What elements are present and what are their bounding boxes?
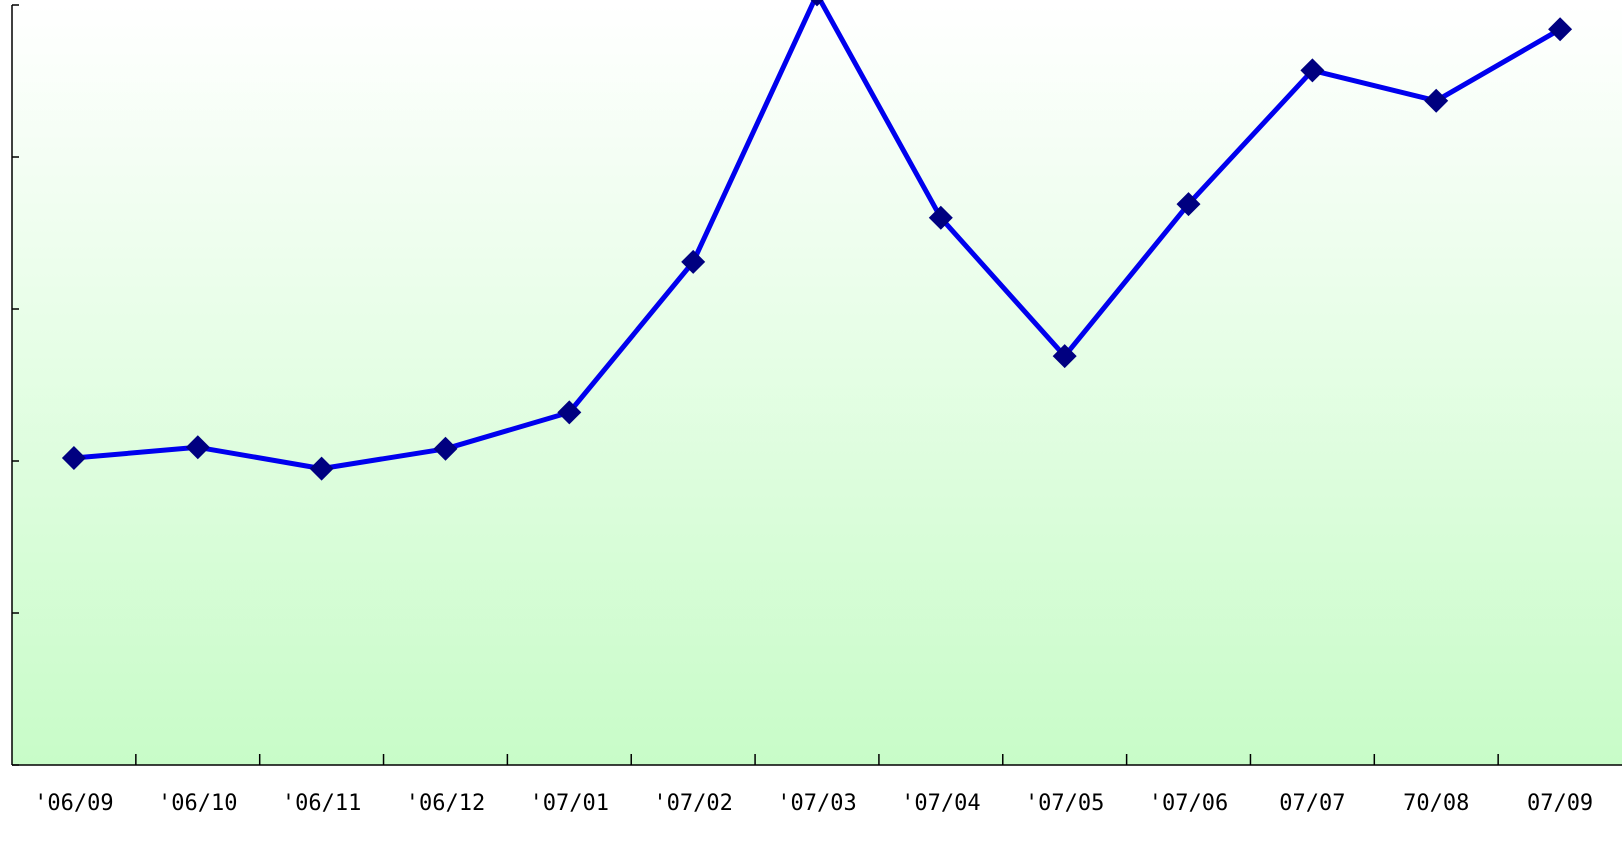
x-tick-label: '07/03: [777, 791, 856, 816]
data-point-marker: [61, 446, 86, 470]
x-tick-label: '06/10: [158, 791, 237, 816]
x-tick-label: '07/01: [530, 791, 609, 816]
data-point-marker: [309, 456, 334, 481]
data-point-marker: [185, 435, 210, 460]
y-ticks: [12, 4, 19, 766]
data-point-marker: [928, 205, 953, 230]
data-point-marker: [557, 400, 582, 425]
data-point-marker: [1176, 192, 1201, 217]
x-tick-label: '07/02: [653, 791, 732, 816]
x-tick-labels: '06/09 '06/10 '06/11 '06/12 '07/01 '07/02 '07/…: [34, 791, 1593, 816]
x-tick-label: 07/09: [1527, 791, 1593, 816]
data-point-marker: [1548, 17, 1573, 42]
data-point-marker: [1424, 88, 1449, 113]
x-tick-label: '06/11: [282, 791, 361, 816]
series-markers: [61, 0, 1573, 481]
data-point-marker: [681, 249, 706, 274]
x-ticks: [135, 754, 1499, 765]
x-tick-label: '07/06: [1149, 791, 1228, 816]
x-tick-label: '06/09: [34, 791, 113, 816]
plot-background: [12, 5, 1622, 765]
data-point-marker: [433, 436, 458, 461]
x-tick-label: '06/12: [406, 791, 485, 816]
data-point-marker: [1052, 344, 1077, 369]
data-point-marker: [1300, 58, 1325, 83]
x-tick-label: 07/07: [1279, 791, 1345, 816]
x-tick-label: '07/05: [1025, 791, 1104, 816]
x-tick-label: '07/04: [901, 791, 980, 816]
data-point-marker: [810, 0, 824, 7]
x-tick-label: 70/08: [1403, 791, 1469, 816]
